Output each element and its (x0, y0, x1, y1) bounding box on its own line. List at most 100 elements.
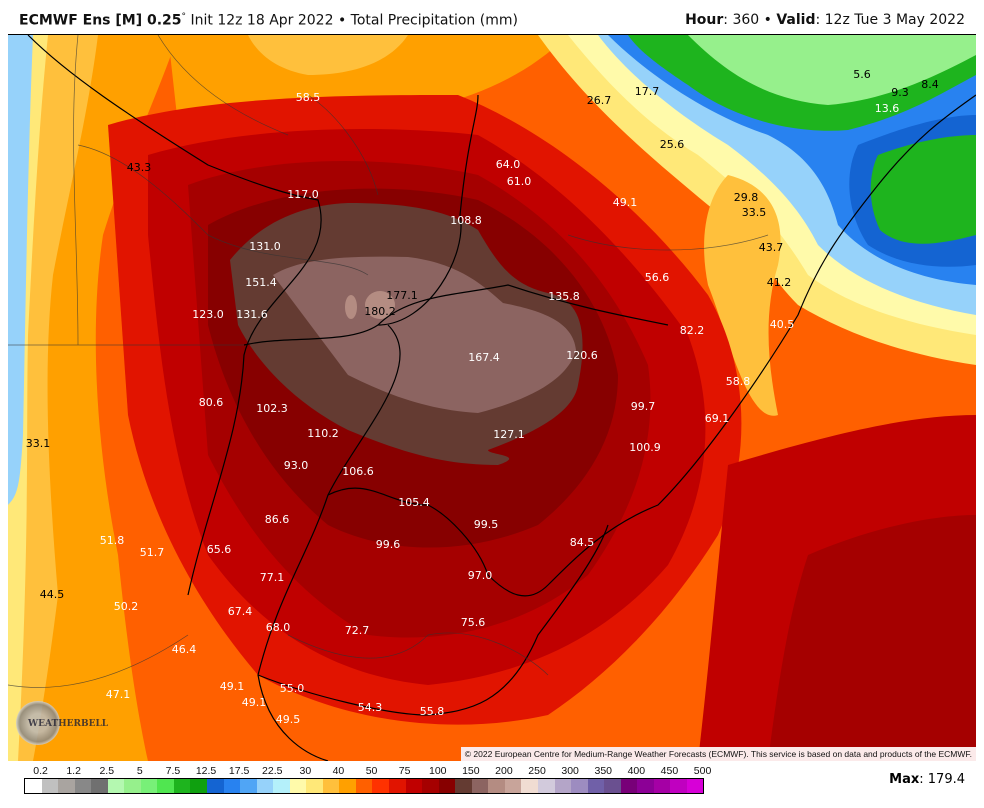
colorbar-swatch (521, 779, 538, 793)
weatherbell-logo: WEATHERBELL (14, 701, 108, 745)
colorbar-tick-label: 17.5 (228, 765, 250, 777)
colorbar-swatch (289, 779, 307, 793)
hour-value: : 360 • (723, 12, 777, 28)
colorbar-tick-label: 100 (428, 765, 447, 777)
precipitation-map: 58.5 26.7 17.7 5.6 8.4 9.3 13.6 43.3 64.0 61.0 25.… (8, 34, 976, 761)
precip-value-label: 49.5 (275, 713, 301, 726)
colorbar-swatch (455, 779, 472, 793)
colorbar-tick-label: 500 (693, 765, 712, 777)
precip-value-label: 123.0 (192, 308, 224, 321)
precip-value-label: 61.0 (506, 175, 532, 188)
precip-value-label: 106.6 (342, 465, 374, 478)
precip-value-label: 151.4 (245, 276, 277, 289)
field-175 (273, 256, 576, 413)
precip-value-label: 110.2 (307, 427, 339, 440)
precip-value-label: 55.0 (279, 682, 305, 695)
colorbar-swatch (620, 779, 638, 793)
precip-value-label: 84.5 (569, 536, 595, 549)
colorbar-swatch (157, 779, 174, 793)
colorbar-swatch (107, 779, 125, 793)
colorbar-swatch (372, 779, 390, 793)
colorbar-swatch (74, 779, 92, 793)
precip-value-label: 8.4 (921, 78, 939, 91)
colorbar-tick-label: 450 (660, 765, 679, 777)
colorbar-swatch (41, 779, 59, 793)
field-22 (8, 35, 33, 505)
precip-value-label: 49.1 (219, 680, 245, 693)
map-title: ECMWF Ens [M] 0.25° Init 12z 18 Apr 2022… (19, 12, 518, 29)
colorbar-swatch (207, 779, 224, 793)
colorbar-tick-label: 0.2 (33, 765, 48, 777)
colorbar-tick-label: 400 (627, 765, 646, 777)
precip-value-label: 117.0 (287, 188, 319, 201)
max-label: Max (889, 772, 920, 787)
colorbar-tick-label: 75 (398, 765, 411, 777)
colorbar-tick-label: 30 (299, 765, 312, 777)
precip-value-label: 131.6 (236, 308, 268, 321)
precip-value-label: 29.8 (733, 191, 759, 204)
colorbar-swatch (240, 779, 257, 793)
colorbar-tick-label: 2.5 (99, 765, 115, 777)
init-product: Init 12z 18 Apr 2022 • Total Precipitati… (186, 12, 518, 29)
precip-value-label: 77.1 (259, 571, 285, 584)
precip-value-label: 69.1 (704, 412, 730, 425)
precip-value-label: 43.7 (758, 241, 784, 254)
precip-value-label: 58.8 (725, 375, 751, 388)
precip-value-label: 64.0 (495, 158, 521, 171)
field-200 (365, 291, 395, 319)
colorbar-swatch (256, 779, 274, 793)
colorbar-swatch (653, 779, 671, 793)
degree-sign: ° (181, 12, 187, 22)
colorbar-tick-label: 40 (332, 765, 345, 777)
precip-value-label: 93.0 (283, 459, 309, 472)
colorbar-tick-label: 12.5 (195, 765, 217, 777)
precip-value-label: 33.5 (741, 206, 767, 219)
model-name: ECMWF Ens [M] 0.25 (19, 12, 182, 29)
colorbar-swatch (322, 779, 340, 793)
precip-value-label: 135.8 (548, 290, 580, 303)
colorbar-swatch (422, 779, 439, 793)
colorbar-swatch (670, 779, 687, 793)
colorbar-swatch (488, 779, 505, 793)
precip-value-label: 65.6 (206, 543, 232, 556)
colorbar-swatch (686, 779, 704, 793)
colorbar-swatch (604, 779, 621, 793)
precip-value-label: 5.6 (853, 68, 871, 81)
precip-value-label: 41.2 (766, 276, 792, 289)
precip-value-label: 97.0 (467, 569, 493, 582)
valid-value: : 12z Tue 3 May 2022 (815, 12, 965, 28)
valid-label: Valid (776, 12, 816, 28)
colorbar-tick-label: 1.2 (66, 765, 81, 777)
colorbar-tick-label: 200 (495, 765, 513, 777)
colorbar-swatch (355, 779, 373, 793)
colorbar-swatch (537, 779, 555, 793)
precip-value-label: 99.5 (473, 518, 499, 531)
colorbar-tick-label: 5 (136, 765, 143, 777)
valid-time: Hour: 360 • Valid: 12z Tue 3 May 2022 (685, 12, 965, 28)
precip-value-label: 43.3 (126, 161, 152, 174)
colorbar-swatch (190, 779, 208, 793)
precip-value-label: 58.5 (295, 91, 321, 104)
field-90-se (768, 515, 976, 761)
colorbar-tick-label: 350 (594, 765, 613, 777)
colorbar-swatch (389, 779, 406, 793)
precip-value-label: 9.3 (891, 86, 909, 99)
colorbar-swatch (504, 779, 522, 793)
colorbar-swatch (173, 779, 191, 793)
precip-value-label: 26.7 (586, 94, 612, 107)
precip-value-label: 13.6 (874, 102, 900, 115)
colorbar-tick-label: 150 (462, 765, 480, 777)
colorbar-swatch (58, 779, 75, 793)
precip-value-label: 100.9 (629, 441, 661, 454)
colorbar-swatch (554, 779, 572, 793)
field-30-top (248, 35, 408, 75)
precip-value-label: 50.2 (113, 600, 139, 613)
colorbar (24, 778, 705, 794)
colorbar-swatch (637, 779, 654, 793)
precip-value-label: 102.3 (256, 402, 288, 415)
precip-value-label: 44.5 (39, 588, 65, 601)
precip-value-label: 68.0 (265, 621, 291, 634)
precip-value-label: 54.3 (357, 701, 383, 714)
max-number: : 179.4 (919, 772, 965, 787)
colorbar-swatch (140, 779, 158, 793)
